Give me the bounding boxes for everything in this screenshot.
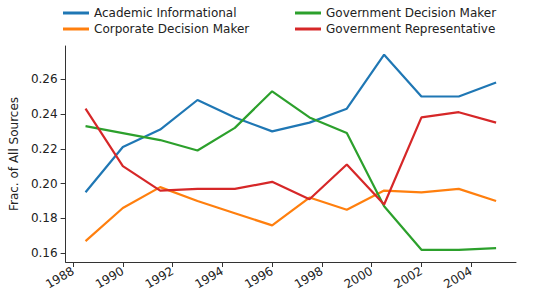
svg-text:0.22: 0.22 <box>31 142 58 156</box>
svg-text:0.24: 0.24 <box>31 107 58 121</box>
svg-text:Government Decision Maker: Government Decision Maker <box>326 6 496 20</box>
svg-text:1996: 1996 <box>242 264 275 291</box>
svg-text:2004: 2004 <box>441 264 474 291</box>
svg-text:Frac. of All Sources: Frac. of All Sources <box>7 97 21 211</box>
svg-text:Academic Informational: Academic Informational <box>94 6 237 20</box>
svg-text:1992: 1992 <box>143 264 176 291</box>
svg-text:1998: 1998 <box>292 264 325 291</box>
svg-text:1990: 1990 <box>93 264 126 291</box>
svg-text:0.20: 0.20 <box>31 177 58 191</box>
svg-text:Corporate Decision Maker: Corporate Decision Maker <box>94 22 249 36</box>
svg-text:Government Representative: Government Representative <box>326 22 495 36</box>
svg-text:0.16: 0.16 <box>31 246 58 260</box>
svg-text:2000: 2000 <box>342 264 375 291</box>
svg-text:0.26: 0.26 <box>31 72 58 86</box>
svg-text:2002: 2002 <box>392 264 425 291</box>
svg-text:1994: 1994 <box>192 264 225 291</box>
svg-text:1988: 1988 <box>43 264 76 291</box>
svg-text:0.18: 0.18 <box>31 211 58 225</box>
